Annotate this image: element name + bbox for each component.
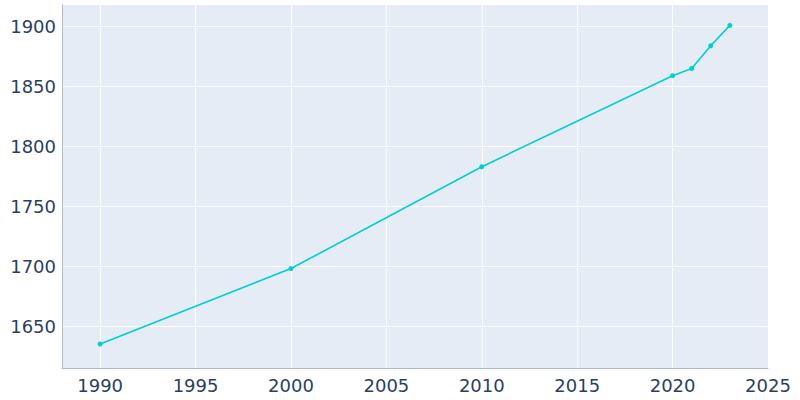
svg-text:1800: 1800 [10, 136, 56, 157]
svg-text:1750: 1750 [10, 196, 56, 217]
svg-text:2025: 2025 [745, 375, 791, 396]
svg-text:2020: 2020 [650, 375, 696, 396]
svg-text:2000: 2000 [268, 375, 314, 396]
svg-text:1995: 1995 [173, 375, 219, 396]
svg-text:2005: 2005 [363, 375, 409, 396]
svg-text:2010: 2010 [459, 375, 505, 396]
svg-text:1700: 1700 [10, 256, 56, 277]
svg-text:2015: 2015 [554, 375, 600, 396]
svg-text:1650: 1650 [10, 316, 56, 337]
svg-text:1850: 1850 [10, 76, 56, 97]
svg-text:1990: 1990 [77, 375, 123, 396]
svg-text:1900: 1900 [10, 16, 56, 37]
